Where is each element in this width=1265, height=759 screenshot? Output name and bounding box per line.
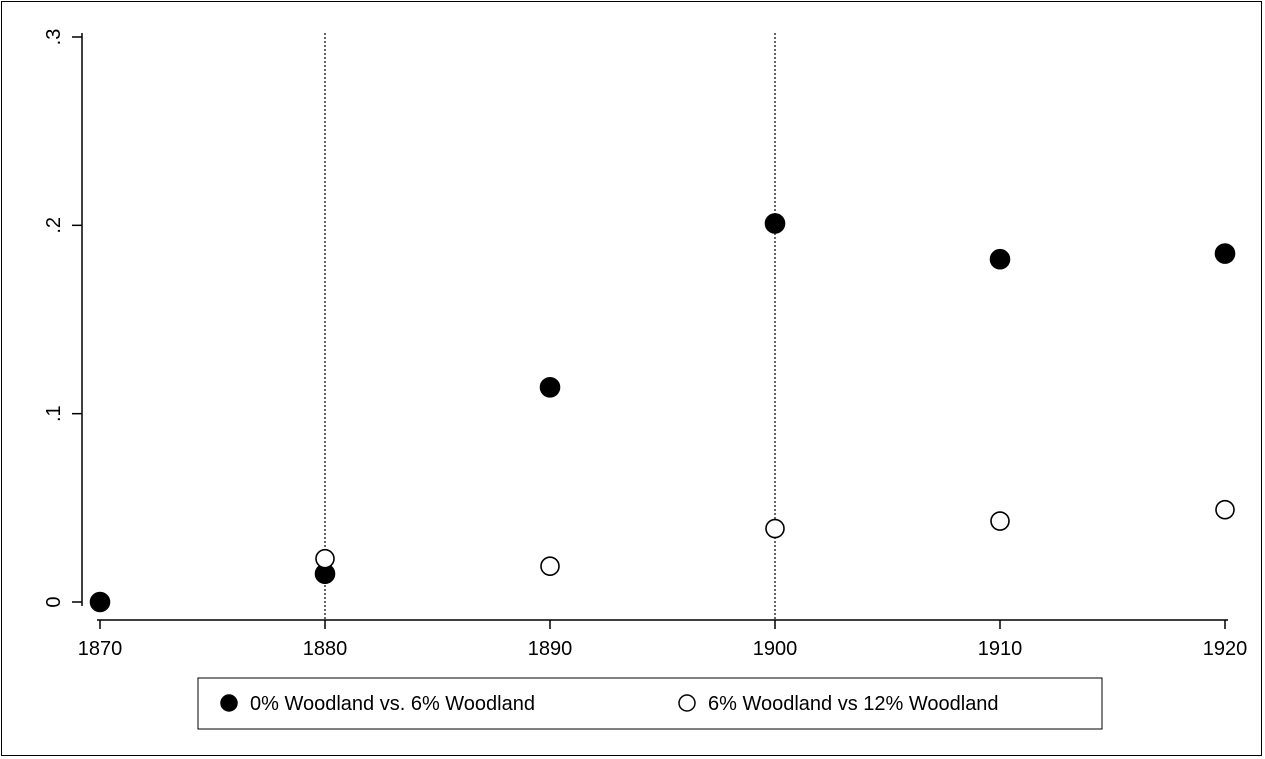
legend-marker-series-1 — [678, 694, 696, 712]
legend-marker-series-0 — [220, 694, 238, 712]
data-point-series-1 — [765, 518, 785, 539]
data-point-series-1 — [540, 556, 560, 577]
x-tick-label: 1870 — [78, 638, 123, 660]
data-point-series-0 — [89, 591, 111, 613]
legend-label-series-0: 0% Woodland vs. 6% Woodland — [250, 693, 535, 715]
data-point-series-0 — [764, 213, 786, 234]
y-tick-label: .1 — [43, 405, 65, 422]
legend: 0% Woodland vs. 6% Woodland 6% Woodland … — [197, 677, 1103, 730]
y-tick-label: 0 — [43, 596, 65, 607]
data-point-series-0 — [1214, 243, 1236, 264]
y-tick-label: .3 — [43, 29, 65, 46]
y-axis-ticks: 0 .1 .2 .3 — [43, 29, 82, 608]
data-point-series-1 — [990, 511, 1010, 531]
y-tick-label: .2 — [43, 217, 65, 234]
data-point-series-0 — [989, 248, 1011, 270]
data-point-series-1 — [1215, 499, 1235, 520]
data-point-series-0 — [539, 376, 561, 398]
data-points — [89, 213, 1236, 613]
legend-label-series-1: 6% Woodland vs 12% Woodland — [708, 693, 999, 715]
x-tick-label: 1920 — [1203, 638, 1248, 660]
data-point-series-1 — [315, 548, 335, 569]
legend-box — [197, 677, 1103, 730]
x-tick-label: 1900 — [753, 638, 798, 660]
x-tick-label: 1880 — [303, 638, 348, 660]
x-tick-label: 1910 — [978, 638, 1023, 660]
x-axis-ticks: 1870 1880 1890 1900 1910 1920 — [78, 620, 1248, 660]
x-tick-label: 1890 — [528, 638, 573, 660]
reference-lines — [324, 33, 776, 620]
